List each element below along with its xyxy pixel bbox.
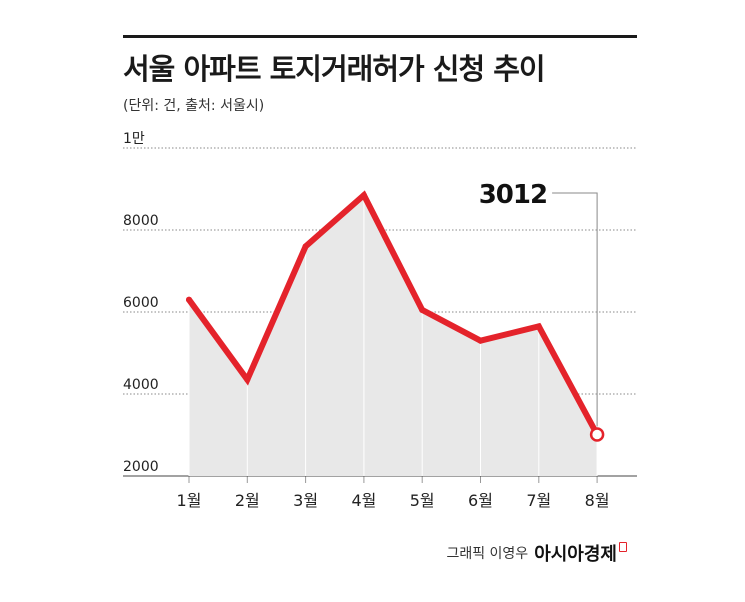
data-point <box>302 243 309 250</box>
label-layer: 2000 4000 6000 8000 1만 1월 2월 3월 4월 5월 6월 7월 8월 3012 <box>123 131 610 510</box>
y-tick-label: 8000 <box>123 213 159 229</box>
data-point <box>244 376 251 383</box>
line-layer <box>186 190 605 442</box>
last-point-marker <box>589 427 605 442</box>
area-layer <box>188 195 598 476</box>
unit-source-note: (단위: 건, 출처: 서울시) <box>123 98 265 114</box>
data-point <box>419 306 426 313</box>
y-tick-label: 4000 <box>123 377 159 393</box>
annotation-label: 3012 <box>479 180 547 210</box>
data-point <box>360 192 367 199</box>
annotation-leader <box>552 192 598 427</box>
brand-logo: 아시아경제 <box>534 544 617 565</box>
credit-graphic: 그래픽 이영우 <box>446 546 529 562</box>
x-tick-label: 1월 <box>177 491 202 510</box>
chart-title: 서울 아파트 토지거래허가 신청 추이 <box>123 52 546 86</box>
data-point <box>535 323 542 330</box>
x-tick-label: 8월 <box>585 491 610 510</box>
x-tick-label: 5월 <box>410 491 435 510</box>
brand-mark-icon <box>619 541 627 552</box>
y-tick-label: 6000 <box>123 295 159 311</box>
series-line <box>186 190 601 438</box>
x-tick-label: 6월 <box>468 491 493 510</box>
x-tick-label: 4월 <box>351 491 376 510</box>
x-tick-label: 7월 <box>526 491 551 510</box>
data-point <box>477 337 484 344</box>
y-tick-label: 1만 <box>123 131 145 147</box>
y-tick-label: 2000 <box>123 459 159 475</box>
area-fill <box>189 195 598 476</box>
data-point <box>186 296 192 303</box>
credit: 그래픽 이영우 아시아경제 <box>446 540 627 566</box>
top-rule <box>123 35 637 38</box>
x-tick-label: 3월 <box>293 491 318 510</box>
x-tick-label: 2월 <box>235 491 260 510</box>
